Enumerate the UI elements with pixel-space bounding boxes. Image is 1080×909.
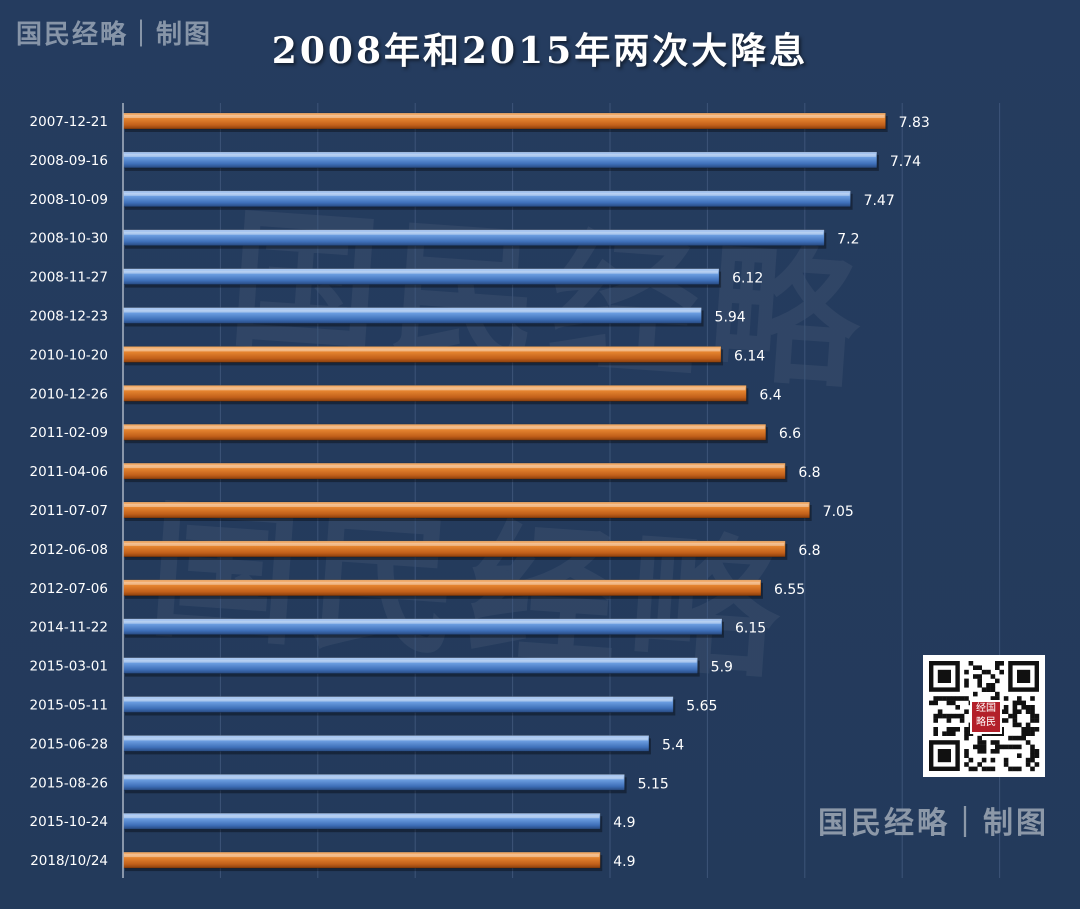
category-label: 2010-12-26 [30,386,108,402]
bar-highlight [124,115,885,118]
value-label: 5.4 [662,737,684,753]
bar-highlight [124,153,876,157]
value-label: 4.9 [613,854,635,870]
bar-highlight [124,426,765,430]
value-label: 6.55 [774,582,805,598]
category-label: 2008-09-16 [30,153,108,169]
value-label: 6.8 [798,465,820,481]
value-label: 6.8 [798,543,820,559]
value-label: 7.74 [890,154,921,170]
category-label: 2015-05-11 [30,698,108,714]
bar-highlight [124,815,600,819]
category-label: 2010-10-20 [30,347,108,363]
bar-highlight [124,698,673,702]
category-label: 2008-11-27 [30,270,108,286]
value-label: 6.12 [732,271,763,287]
category-label: 2008-10-30 [30,231,108,247]
brand-credit-top: 国民经略｜制图 [16,20,213,50]
gridlines [122,103,1001,878]
qr-brand-badge: 经国略民 [970,700,1002,734]
category-label: 2011-02-09 [30,425,108,441]
category-label: 2007-12-21 [30,114,108,130]
bar-highlight [124,659,697,663]
value-label: 7.47 [864,193,895,209]
value-labels: 7.83 7.74 7.47 7.2 6.12 5.94 6.14 6.4 6.6 6.8 7.05… [613,115,930,870]
category-label: 2015-03-01 [30,659,108,675]
value-label: 6.6 [779,426,801,442]
bar-highlight [124,542,785,546]
qr-code-icon: 经国略民 [923,655,1045,777]
bar-highlight [124,387,746,391]
category-label: 2015-06-28 [30,736,108,752]
bar-highlight [124,309,701,313]
category-label: 2008-12-23 [30,309,108,325]
value-label: 6.4 [759,387,781,403]
category-label: 2015-08-26 [30,775,108,791]
bar-highlight [124,581,760,585]
category-label: 2012-06-08 [30,542,108,558]
category-label: 2011-07-07 [30,503,108,519]
bar-highlight [124,465,785,469]
bar-highlight [124,854,600,858]
bar-highlight [124,776,624,780]
bar-highlight [124,192,850,196]
category-labels: 2007-12-21 2008-09-16 2008-10-09 2008-10-30… [30,114,108,869]
bar-highlight [124,620,722,624]
bar-highlight [124,737,648,741]
category-label: 2012-07-06 [30,581,108,597]
value-label: 6.15 [735,621,766,637]
bar-highlight [124,231,824,235]
brand-credit-bottom: 国民经略｜制图 [818,806,1049,841]
value-label: 5.9 [711,660,733,676]
category-label: 2008-10-09 [30,192,108,208]
value-label: 7.2 [837,232,859,248]
category-label: 2015-10-24 [30,814,108,830]
category-label: 2011-04-06 [30,464,108,480]
value-label: 5.15 [638,776,669,792]
bar-highlight [124,348,721,352]
bar-highlight [124,270,719,274]
value-label: 7.05 [823,504,854,520]
value-label: 4.9 [613,815,635,831]
chart-title: 2008年和2015年两次大降息 [271,30,809,72]
bars [122,112,888,872]
category-label: 2014-11-22 [30,620,108,636]
value-label: 6.14 [734,348,765,364]
value-label: 7.83 [899,115,930,131]
category-label: 2018/10/24 [30,853,108,869]
value-label: 5.94 [715,310,746,326]
value-label: 5.65 [686,699,717,715]
bar-highlight [124,504,809,507]
